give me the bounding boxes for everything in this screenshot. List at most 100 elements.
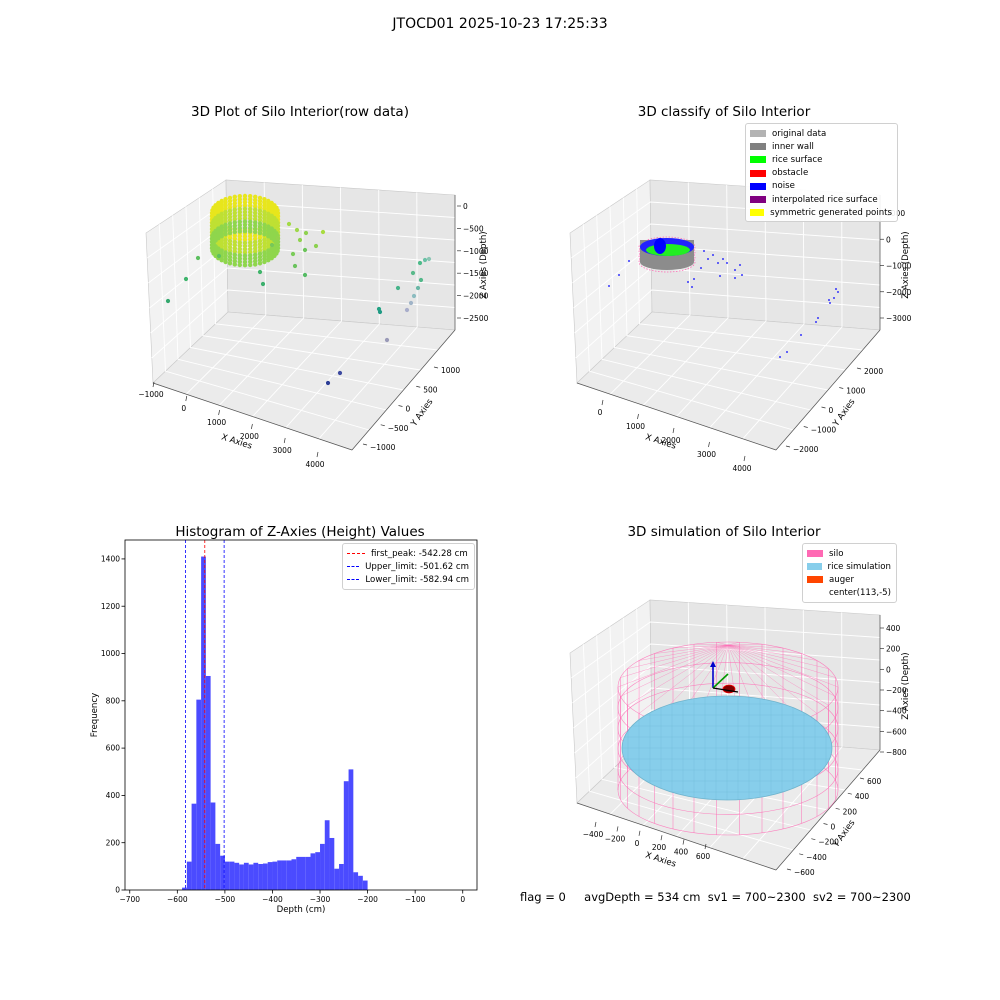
simulation-legend: silo rice simulation auger center(113,-5) — [802, 543, 897, 603]
hist-bar — [229, 861, 235, 890]
cls-y-axis-line — [775, 329, 881, 451]
raw-point — [242, 225, 248, 231]
avg-depth-text: avgDepth = 534 cm — [584, 890, 701, 904]
hist-x-tick-label: −500 — [215, 895, 236, 904]
raw-z-tick-label: −2000 — [463, 292, 489, 301]
raw-point — [223, 250, 228, 255]
cls-noise-point — [817, 317, 819, 319]
hist-bar — [239, 864, 244, 890]
legend-entry: interpolated rice surface — [750, 193, 892, 206]
raw-point — [237, 243, 242, 248]
hist-x-tick-label: −100 — [405, 895, 426, 904]
cls-grid-x — [742, 192, 843, 440]
raw-point — [242, 222, 248, 227]
sim-x-tick — [660, 835, 663, 841]
cls-noise-point — [712, 254, 714, 256]
raw-point — [257, 245, 263, 250]
raw-point — [257, 218, 263, 223]
raw-point — [262, 219, 267, 224]
raw-point — [257, 202, 263, 207]
hist-bar — [286, 860, 292, 890]
hist-x-tick-label: −300 — [310, 895, 331, 904]
raw-point — [232, 243, 237, 248]
raw-point — [237, 259, 242, 264]
hist-bar — [262, 863, 268, 890]
raw-x-tick-label: 1000 — [207, 418, 226, 427]
raw-point — [223, 213, 228, 218]
cls-x-tick-label: 2000 — [661, 436, 680, 445]
raw-point — [257, 241, 263, 247]
hist-bar — [329, 837, 335, 890]
raw-point — [237, 222, 242, 228]
raw-point — [262, 206, 267, 211]
raw-3d-plot: −1000 0 1000 2000 3000 4000 1000 500 0 −500 −1000 0… — [138, 179, 489, 469]
raw-point — [237, 203, 242, 208]
sim-x-tick-label: 400 — [674, 848, 689, 857]
cls-z-tick-label: 0 — [886, 235, 891, 244]
raw-point — [266, 230, 271, 236]
hist-bar — [191, 803, 197, 890]
raw-point — [237, 210, 242, 215]
raw-point — [260, 281, 266, 287]
raw-z-tick-label: 0 — [463, 202, 468, 211]
raw-point — [248, 240, 253, 245]
raw-point — [257, 221, 263, 226]
raw-point — [227, 238, 233, 244]
raw-point — [219, 211, 224, 216]
raw-point — [242, 256, 248, 261]
hist-bar — [234, 862, 240, 890]
raw-point — [219, 234, 224, 239]
raw-point — [257, 205, 263, 210]
raw-point — [262, 259, 267, 265]
raw-point — [223, 206, 228, 211]
sim-z-tick-label: 200 — [886, 645, 901, 654]
sim-y-tick-label: 0 — [831, 823, 836, 832]
raw-point — [418, 277, 424, 283]
legend-label: Upper_limit: -501.62 cm — [365, 561, 469, 572]
sim-z-tick-label: −800 — [886, 748, 907, 757]
raw-point — [216, 232, 221, 238]
legend-swatch — [807, 563, 822, 571]
raw-point — [248, 203, 253, 208]
hist-bar — [277, 860, 282, 890]
raw-point — [216, 253, 222, 259]
legend-entry: symmetric generated points — [750, 206, 892, 219]
legend-entry: first_peak: -542.28 cm — [347, 547, 469, 560]
raw-point — [257, 198, 263, 204]
raw-point — [232, 201, 237, 206]
cls-noise-point — [628, 260, 630, 262]
hist-bar — [267, 862, 273, 890]
raw-point — [237, 246, 242, 252]
raw-point — [262, 200, 267, 205]
raw-point — [223, 237, 228, 242]
raw-point — [242, 213, 248, 218]
cls-noise-point — [828, 299, 830, 301]
raw-point — [227, 218, 233, 223]
raw-point — [242, 253, 248, 258]
raw-point — [262, 222, 267, 227]
raw-point — [237, 237, 242, 242]
raw-point — [320, 229, 326, 235]
hist-bar — [272, 861, 278, 890]
raw-point — [408, 300, 414, 306]
raw-point — [253, 223, 258, 228]
raw-point — [219, 218, 224, 223]
raw-point — [227, 214, 233, 220]
cls-x-tick — [708, 441, 710, 448]
hist-bar — [201, 556, 206, 890]
raw-point — [248, 206, 253, 212]
legend-swatch — [750, 156, 766, 164]
sim-silo-roof-line — [716, 641, 729, 646]
raw-grid-x — [318, 192, 418, 440]
hist-bar — [305, 856, 311, 890]
sim-x-axis-label: X Axies — [644, 850, 678, 869]
raw-point — [266, 227, 271, 232]
sim-y-tick-label: −600 — [794, 868, 815, 877]
raw-point — [257, 195, 263, 201]
raw-point — [242, 237, 248, 242]
legend-label: noise — [772, 181, 795, 192]
raw-point — [227, 235, 233, 240]
raw-point — [223, 232, 228, 237]
hist-bar — [315, 852, 321, 890]
raw-point — [262, 203, 267, 208]
